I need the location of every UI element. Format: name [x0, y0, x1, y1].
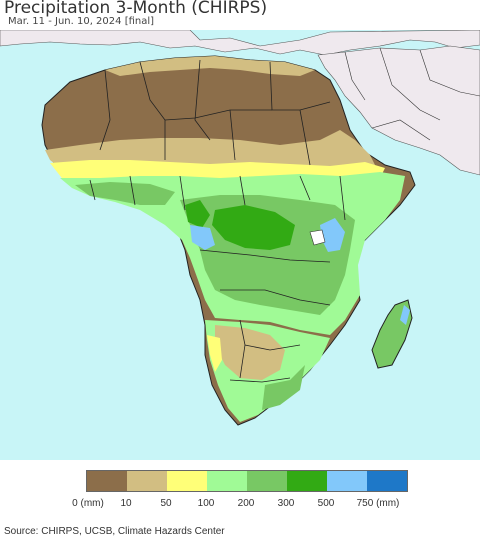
legend-label-5: 300 — [277, 498, 295, 509]
source-credit: Source: CHIRPS, UCSB, Climate Hazards Ce… — [4, 526, 225, 537]
legend-label-1: 10 — [120, 498, 132, 509]
west-africa-wet — [75, 182, 175, 205]
cameroon-very-wet — [185, 200, 210, 228]
legend-swatch-7 — [367, 471, 407, 491]
legend-label-2: 50 — [160, 498, 172, 509]
legend: 0 (mm) 10 50 100 200 300 500 750 (mm) — [0, 460, 480, 520]
africa-map-svg — [0, 30, 480, 426]
map-subtitle: Mar. 11 - Jun. 10, 2024 [final] — [8, 16, 155, 27]
legend-swatch-6 — [327, 471, 367, 491]
map-title: Precipitation 3-Month (CHIRPS) — [4, 0, 268, 18]
legend-swatch-4 — [247, 471, 287, 491]
legend-swatch-0 — [87, 471, 127, 491]
legend-label-4: 200 — [237, 498, 255, 509]
legend-label-3: 100 — [197, 498, 215, 509]
legend-swatch-2 — [167, 471, 207, 491]
precipitation-map — [0, 30, 480, 460]
congo-very-wet — [212, 205, 295, 250]
south-africa-wet — [262, 365, 305, 410]
legend-label-0: 0 (mm) — [72, 498, 104, 509]
gabon-extreme — [190, 225, 215, 250]
middle-east-landmass — [317, 45, 480, 176]
legend-label-6: 500 — [317, 498, 335, 509]
legend-swatch-5 — [287, 471, 327, 491]
madagascar-east-coast — [400, 305, 410, 325]
kalahari-arid — [215, 325, 285, 380]
legend-label-7: 750 (mm) — [356, 498, 400, 509]
namibia-semi-arid — [207, 335, 222, 372]
legend-colorbar — [86, 470, 408, 492]
middle-east-borders — [344, 47, 480, 141]
north-coast-arid — [105, 56, 315, 76]
europe-landmass — [0, 30, 480, 56]
legend-swatch-3 — [207, 471, 247, 491]
lake-victoria — [309, 229, 326, 246]
east-africa-extreme — [320, 218, 345, 252]
country-borders — [89, 59, 346, 383]
legend-swatch-1 — [127, 471, 167, 491]
